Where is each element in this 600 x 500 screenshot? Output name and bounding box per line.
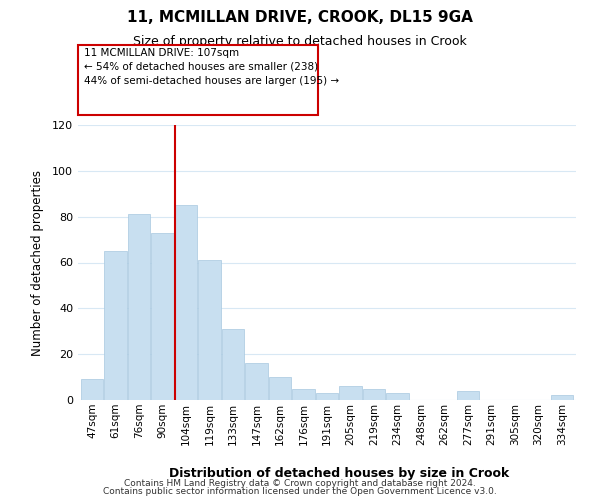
Bar <box>245 364 268 400</box>
Bar <box>81 380 103 400</box>
Bar <box>199 260 221 400</box>
Text: 11 MCMILLAN DRIVE: 107sqm
← 54% of detached houses are smaller (238)
44% of semi: 11 MCMILLAN DRIVE: 107sqm ← 54% of detac… <box>84 48 339 86</box>
Text: Distribution of detached houses by size in Crook: Distribution of detached houses by size … <box>169 467 509 480</box>
Bar <box>457 391 479 400</box>
Text: 11, MCMILLAN DRIVE, CROOK, DL15 9GA: 11, MCMILLAN DRIVE, CROOK, DL15 9GA <box>127 10 473 25</box>
Text: Contains public sector information licensed under the Open Government Licence v3: Contains public sector information licen… <box>103 487 497 496</box>
Text: Size of property relative to detached houses in Crook: Size of property relative to detached ho… <box>133 35 467 48</box>
Bar <box>340 386 362 400</box>
Bar <box>269 377 291 400</box>
Bar <box>386 393 409 400</box>
Bar <box>128 214 150 400</box>
Bar <box>292 388 314 400</box>
Bar <box>551 396 573 400</box>
Text: Contains HM Land Registry data © Crown copyright and database right 2024.: Contains HM Land Registry data © Crown c… <box>124 478 476 488</box>
Bar <box>104 251 127 400</box>
Bar <box>316 393 338 400</box>
Bar <box>222 329 244 400</box>
Y-axis label: Number of detached properties: Number of detached properties <box>31 170 44 356</box>
Bar <box>175 205 197 400</box>
Bar <box>151 232 174 400</box>
Bar <box>363 388 385 400</box>
